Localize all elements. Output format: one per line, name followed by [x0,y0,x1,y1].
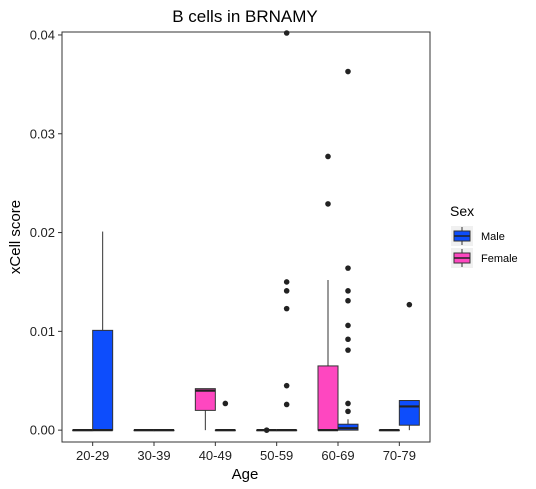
box-body [92,329,114,431]
box-female-70-79 [378,429,400,432]
outlier-point [283,305,290,312]
box-female-60-69 [317,153,339,432]
legend: Sex Male Female [450,203,518,268]
x-tick-label: 30-39 [137,448,170,463]
legend-label-female: Female [481,253,518,265]
outlier-point [222,400,229,407]
box-female-20-29 [72,429,94,432]
x-tick-label: 70-79 [383,448,416,463]
box-male-20-29 [92,231,114,432]
legend-label-male: Male [481,231,505,243]
x-axis-title: Age [232,466,259,483]
plot-panel [61,31,431,443]
outlier-point [283,382,290,389]
box-series [72,30,420,433]
x-axis: 20-29 30-39 40-49 50-59 60-69 70-79 [76,442,416,463]
outlier-point [345,322,351,329]
y-tick-label: 0.02 [30,225,55,240]
box-male-30-39 [153,429,175,432]
outlier-point [345,408,351,415]
y-tick-label: 0.04 [30,27,55,42]
box-female-50-59 [256,427,278,433]
y-axis-title: xCell score [7,200,24,274]
x-tick-label: 20-29 [76,448,109,463]
box-male-50-59 [276,30,298,432]
outlier-point [345,347,351,353]
x-tick-label: 40-49 [199,448,232,463]
chart-title: B cells in BRNAMY [172,7,317,26]
y-tick-label: 0.00 [30,423,55,438]
x-tick-label: 60-69 [321,448,354,463]
box-male-40-49 [214,400,236,432]
outlier-point [283,279,290,285]
y-tick-label: 0.01 [30,324,55,339]
box-male-70-79 [398,301,420,431]
outlier-point [325,201,331,207]
box-male-60-69 [337,68,359,431]
outlier-point [283,288,290,294]
outlier-point [345,68,351,75]
y-axis: 0.00 0.01 0.02 0.03 0.04 [30,27,62,438]
box-body [398,400,420,426]
outlier-point [345,400,351,407]
box-female-40-49 [194,388,216,431]
outlier-point [325,153,331,160]
y-tick-label: 0.03 [30,126,55,141]
outlier-point [283,401,290,408]
outlier-point [283,30,290,36]
legend-title: Sex [450,203,474,219]
outlier-point [345,288,351,294]
outlier-point [263,427,270,433]
x-tick-label: 50-59 [260,448,293,463]
box-body [317,365,339,431]
box-body [194,388,216,411]
box-female-30-39 [133,429,155,432]
outlier-point [345,265,351,271]
outlier-point [345,297,351,304]
outlier-point [406,301,413,308]
outlier-point [345,336,351,343]
